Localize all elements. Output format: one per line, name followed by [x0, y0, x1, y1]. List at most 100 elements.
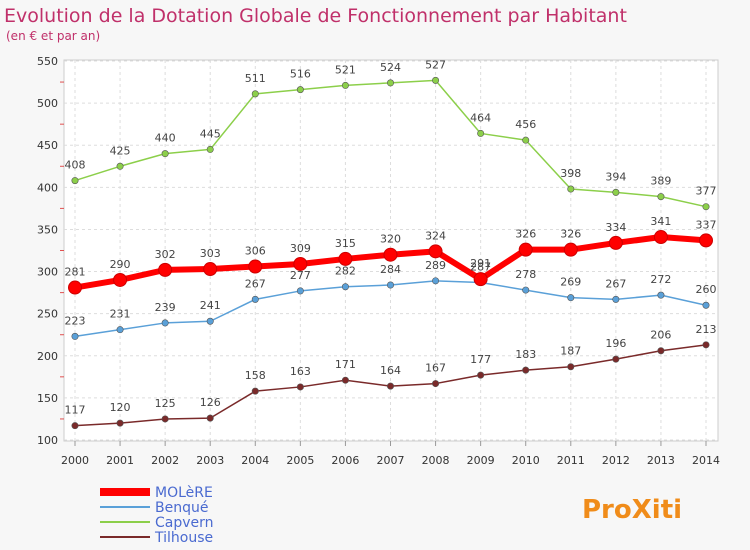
data-point	[158, 262, 173, 277]
data-label: 315	[335, 237, 356, 250]
data-label: 282	[335, 265, 356, 278]
data-label: 272	[650, 273, 671, 286]
data-point	[567, 294, 575, 302]
data-label: 291	[470, 257, 491, 270]
data-label: 281	[65, 266, 86, 279]
data-point	[432, 76, 440, 84]
data-label: 196	[605, 337, 626, 350]
data-label: 278	[515, 268, 536, 281]
data-label: 267	[605, 277, 626, 290]
data-point	[161, 415, 169, 423]
series-group	[68, 76, 713, 430]
data-point	[113, 272, 128, 287]
data-point	[563, 242, 578, 257]
data-point	[71, 332, 79, 340]
data-point	[206, 317, 214, 325]
grid-lines	[64, 60, 718, 441]
legend-label: Tilhouse	[154, 530, 213, 546]
data-point	[338, 251, 353, 266]
data-point	[296, 383, 304, 391]
data-point	[296, 287, 304, 295]
y-tick-label: 450	[37, 139, 58, 152]
data-label: 117	[65, 404, 86, 417]
x-tick-label: 2008	[422, 454, 450, 467]
data-label: 241	[200, 299, 221, 312]
y-tick-label: 250	[37, 308, 58, 321]
data-point	[432, 380, 440, 388]
data-point	[612, 188, 620, 196]
data-label: 277	[290, 269, 311, 282]
data-label: 183	[515, 348, 536, 361]
chart-title: Evolution de la Dotation Globale de Fonc…	[4, 5, 627, 27]
data-label: 167	[425, 362, 446, 375]
data-label: 511	[245, 72, 266, 85]
data-label: 289	[425, 259, 446, 272]
data-point	[473, 272, 488, 287]
y-tick-label: 150	[37, 392, 58, 405]
data-label: 389	[650, 175, 671, 188]
data-point	[341, 376, 349, 384]
data-label: 306	[245, 245, 266, 258]
data-point	[341, 283, 349, 291]
data-point	[702, 301, 710, 309]
data-label: 206	[650, 329, 671, 342]
data-label: 464	[470, 111, 491, 124]
x-tick-label: 2002	[151, 454, 179, 467]
data-point	[71, 177, 79, 185]
x-tick-label: 2013	[647, 454, 675, 467]
data-point	[699, 233, 713, 248]
data-label: 163	[290, 365, 311, 378]
data-point	[428, 244, 443, 259]
data-point	[68, 280, 82, 295]
data-point	[251, 295, 259, 303]
data-label: 377	[696, 185, 717, 198]
data-label: 187	[560, 345, 581, 358]
data-point	[116, 419, 124, 427]
data-label: 287	[470, 261, 491, 274]
data-label: 177	[470, 353, 491, 366]
data-label: 260	[696, 283, 717, 296]
x-tick-label: 2005	[286, 454, 314, 467]
data-point	[657, 291, 665, 299]
data-label: 284	[380, 263, 401, 276]
data-point	[116, 326, 124, 334]
data-label: 164	[380, 364, 401, 377]
x-tick-label: 2006	[331, 454, 359, 467]
data-point	[567, 185, 575, 193]
data-label: 516	[290, 68, 311, 81]
data-point	[251, 90, 259, 98]
legend-label: Benqué	[155, 500, 208, 516]
data-label: 337	[696, 218, 717, 231]
data-point	[296, 86, 304, 94]
data-label: 213	[696, 323, 717, 336]
y-axis: 100 150 200 250 300 350 400 450 500 550	[37, 55, 64, 447]
data-point	[522, 136, 530, 144]
data-label: 309	[290, 242, 311, 255]
data-label: 223	[65, 314, 86, 327]
y-tick-label: 100	[37, 434, 58, 447]
data-label: 445	[200, 127, 221, 140]
data-point	[702, 341, 710, 349]
data-point	[251, 387, 259, 395]
data-label: 158	[245, 369, 266, 382]
data-label: 231	[110, 308, 131, 321]
data-point	[248, 259, 263, 274]
data-point	[657, 347, 665, 355]
x-tick-label: 2001	[106, 454, 134, 467]
data-point	[116, 162, 124, 170]
data-point	[702, 203, 710, 211]
data-point	[477, 371, 485, 379]
data-labels: 408 425 440 445 511 516 521 524 527 464 456 398 394 3…	[65, 58, 717, 416]
data-label: 269	[560, 276, 581, 289]
proxiti-logo-text: ProXiti	[582, 495, 682, 525]
data-label: 527	[425, 58, 446, 71]
data-point	[71, 422, 79, 430]
data-point	[653, 230, 668, 245]
data-point	[341, 81, 349, 89]
data-label: 320	[380, 233, 401, 246]
x-tick-label: 2004	[241, 454, 269, 467]
data-label: 267	[245, 277, 266, 290]
x-tick-label: 2007	[377, 454, 405, 467]
